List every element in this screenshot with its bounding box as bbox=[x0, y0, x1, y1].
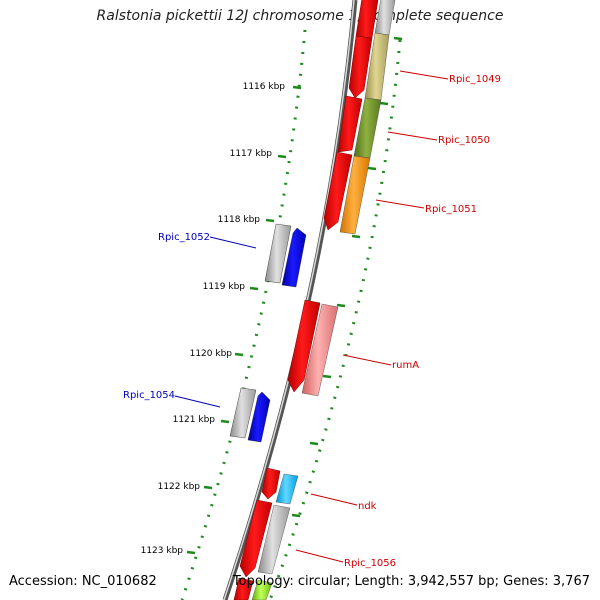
gene-label: ndk bbox=[358, 501, 377, 512]
cds-arrow bbox=[323, 151, 353, 231]
forward-cds-track bbox=[233, 0, 379, 600]
cds-arrow bbox=[239, 499, 273, 578]
outer-tick-marks bbox=[291, 36, 403, 518]
cds-arrow bbox=[257, 504, 291, 575]
cds-arrow bbox=[339, 155, 371, 235]
gene-label: Rpic_1054 bbox=[123, 390, 175, 401]
tick-label: 1121 kbp bbox=[173, 415, 216, 425]
tick-label: 1123 kbp bbox=[141, 546, 184, 556]
cds-arrow bbox=[275, 473, 299, 505]
cds-arrow bbox=[281, 227, 307, 288]
gene-label: Rpic_1056 bbox=[344, 558, 396, 569]
cds-arrow bbox=[355, 0, 379, 39]
cds-arrow bbox=[251, 579, 273, 600]
cds-arrow bbox=[374, 0, 396, 36]
feature-tiles bbox=[251, 0, 396, 600]
cds-arrow bbox=[261, 467, 281, 500]
cds-arrow bbox=[264, 223, 292, 284]
gene-label: Rpic_1052 bbox=[158, 232, 210, 243]
tick-label: 1118 kbp bbox=[218, 215, 261, 225]
cds-arrow bbox=[247, 391, 271, 443]
tick-label: 1119 kbp bbox=[203, 282, 246, 292]
cds-arrow bbox=[348, 35, 373, 99]
cds-arrow bbox=[287, 299, 321, 393]
cds-arrow bbox=[301, 303, 339, 397]
map-title: Ralstonia pickettii 12J chromosome 1, co… bbox=[96, 8, 504, 24]
tick-label: 1116 kbp bbox=[243, 82, 286, 92]
gene-label: Rpic_1049 bbox=[449, 74, 501, 85]
outer-dotted-track bbox=[268, 39, 402, 600]
tick-labels: 1116 kbp 1117 kbp 1118 kbp 1119 kbp 1120… bbox=[141, 82, 286, 556]
gene-label: Rpic_1051 bbox=[425, 204, 477, 215]
tick-label: 1117 kbp bbox=[230, 149, 273, 159]
cds-arrow bbox=[233, 577, 254, 600]
tick-label: 1122 kbp bbox=[158, 482, 201, 492]
topology-text: Topology: circular; Length: 3,942,557 bp… bbox=[232, 574, 590, 589]
tick-label: 1120 kbp bbox=[190, 349, 233, 359]
label-leaders bbox=[174, 70, 449, 563]
scale-ticks bbox=[186, 85, 302, 555]
cds-arrow bbox=[337, 95, 363, 153]
gene-label: rumA bbox=[392, 360, 419, 371]
gene-labels: Rpic_1049 Rpic_1050 Rpic_1051 Rpic_1052 … bbox=[123, 74, 501, 569]
cds-arrow bbox=[229, 387, 257, 439]
reverse-cds-track bbox=[229, 223, 307, 443]
gene-label: Rpic_1050 bbox=[438, 135, 490, 146]
accession-text: Accession: NC_010682 bbox=[9, 574, 157, 589]
